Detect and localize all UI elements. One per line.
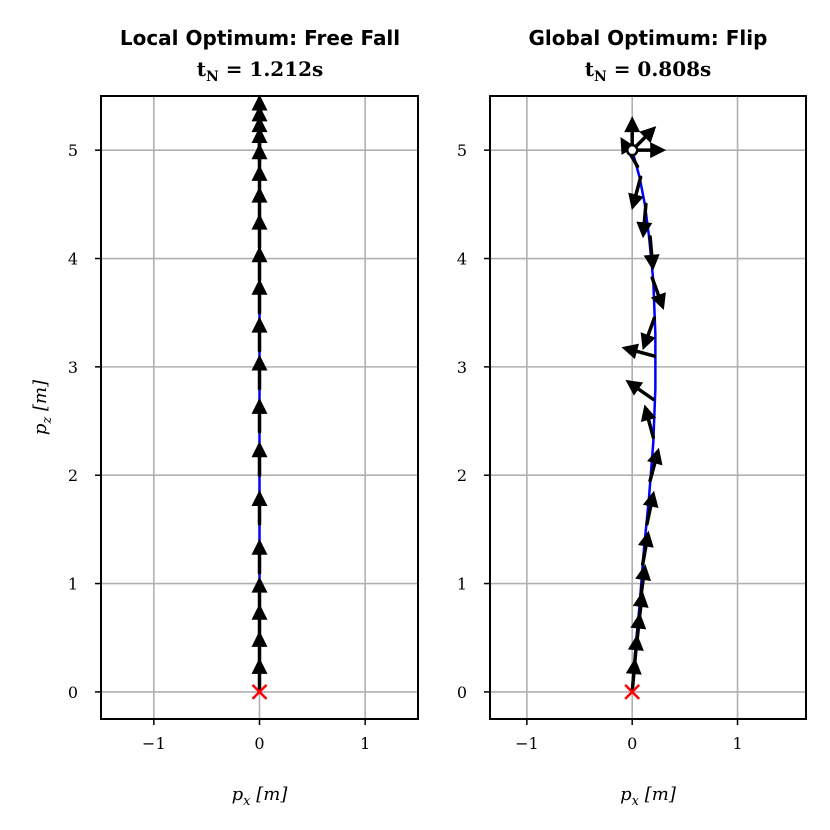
thrust-arrow: [251, 397, 268, 434]
chart-subtitle: tN = 1.212s: [197, 57, 324, 85]
arrow-head: [621, 343, 640, 360]
arrow-head: [640, 332, 656, 351]
arrow-head: [643, 254, 660, 271]
thrust-arrow: [640, 316, 657, 351]
thrust-arrow: [251, 94, 268, 131]
arrow-head: [251, 278, 268, 295]
arrow-head: [628, 192, 644, 211]
thrust-arrow: [640, 404, 657, 440]
chart-title: Local Optimum: Free Fall: [120, 26, 400, 50]
x-tick-label: 1: [360, 734, 370, 753]
y-tick-label: 5: [457, 141, 467, 160]
thrust-arrow: [635, 563, 652, 600]
x-tick-label: 1: [732, 734, 742, 753]
x-axis-label: px [m]: [620, 784, 677, 809]
arrow-head: [650, 142, 667, 159]
arrow-head: [251, 354, 268, 371]
start-marker-stroke: [251, 684, 268, 700]
x-axis-label: px [m]: [232, 784, 289, 809]
thrust-arrow: [621, 343, 657, 360]
end-marker: [625, 143, 639, 157]
thrust-arrow: [251, 538, 268, 575]
chart-subtitle: tN = 0.808s: [585, 57, 712, 85]
x-tick-label: −1: [515, 734, 539, 753]
thrust-arrow: [625, 379, 656, 402]
arrow-head: [251, 246, 268, 263]
thrust-arrow: [628, 175, 644, 211]
arrow-head: [635, 563, 652, 581]
y-tick-label: 3: [68, 358, 78, 377]
arrow-head: [632, 590, 649, 608]
x-tick-label: −1: [142, 734, 166, 753]
x-tick-label: 0: [254, 734, 264, 753]
arrow-head: [251, 94, 268, 111]
arrow-head: [625, 379, 644, 396]
start-marker: [251, 684, 268, 700]
y-tick-label: 4: [457, 250, 467, 269]
y-tick-label: 2: [68, 466, 78, 485]
y-tick-label: 4: [68, 250, 78, 269]
x-tick-label: 0: [627, 734, 637, 753]
y-tick-label: 0: [68, 683, 78, 702]
arrow-head: [251, 316, 268, 333]
y-tick-label: 1: [68, 575, 78, 594]
arrow-head: [637, 530, 654, 548]
thrust-arrow: [251, 441, 268, 477]
thrust-arrow: [632, 590, 649, 627]
arrow-head: [251, 489, 268, 506]
y-tick-label: 2: [457, 466, 467, 485]
axes-frame: [489, 95, 807, 720]
thrust-arrow: [636, 202, 653, 239]
y-tick-label: 5: [68, 141, 78, 160]
panel-flip: −1 0 1 0 1 2 3 4 5 Global Optimum: Flip tN = 0.808…: [457, 26, 807, 809]
arrow-head: [624, 116, 641, 133]
thrust-arrow: [650, 276, 666, 310]
thrust-arrow: [643, 235, 660, 271]
arrow-head: [640, 404, 657, 422]
arrow-head: [642, 490, 659, 509]
chart-title: Global Optimum: Flip: [529, 26, 768, 50]
thrust-arrow: [251, 576, 268, 613]
arrow-head: [636, 221, 653, 239]
thrust-arrow: [637, 530, 654, 566]
arrow-head: [639, 126, 657, 144]
thrust-arrow: [251, 354, 268, 391]
arrow-head: [251, 538, 268, 555]
thrust-arrow: [251, 316, 268, 353]
start-marker-stroke: [624, 684, 641, 700]
thrust-arrow: [642, 490, 659, 526]
y-axis-label: pz [m]: [30, 379, 55, 435]
thrust-arrow: [647, 447, 663, 483]
y-tick-label: 1: [457, 575, 467, 594]
arrow-head: [251, 576, 268, 593]
arrow-head: [251, 397, 268, 414]
panel-free-fall: −1 0 1 0 1 2 3 4 5 Local Optimum: Free Fall tN = 1…: [30, 26, 419, 809]
y-tick-label: 3: [457, 358, 467, 377]
start-marker: [624, 684, 641, 700]
thrust-arrow: [251, 246, 268, 282]
arrow-head: [251, 441, 268, 458]
thrust-arrow: [251, 278, 268, 315]
y-tick-label: 0: [457, 683, 467, 702]
arrow-head: [650, 292, 666, 310]
thrust-arrow: [251, 489, 268, 526]
arrow-head: [647, 447, 663, 466]
